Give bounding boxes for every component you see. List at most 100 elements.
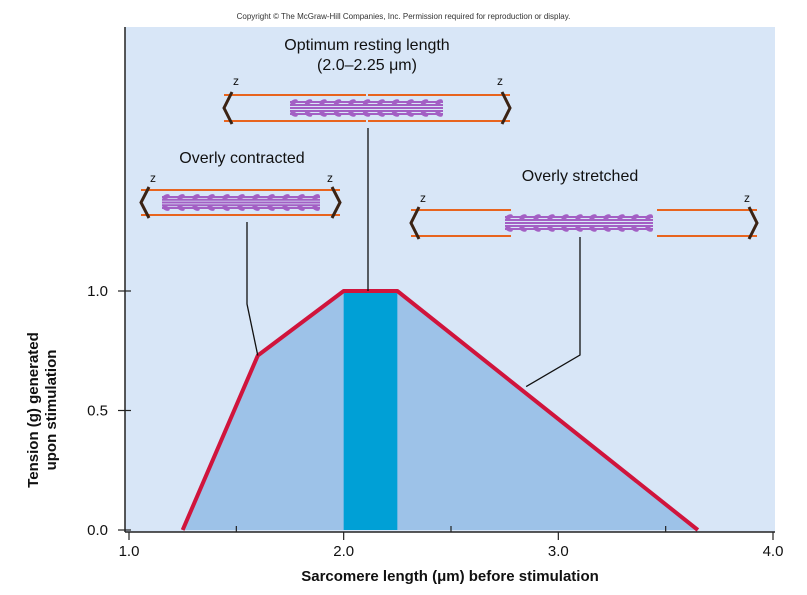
myosin-head: [589, 226, 597, 232]
x-axis-title: Sarcomere length (μm) before stimulation: [301, 568, 599, 585]
myosin-head: [575, 214, 583, 220]
y-tick-label: 1.0: [87, 283, 108, 300]
z-label-left: z: [420, 191, 426, 205]
myosin-head: [282, 205, 290, 211]
y-tick-label: 0.5: [87, 403, 108, 420]
myosin-head: [319, 111, 327, 117]
stretched-leader-line: [525, 237, 581, 388]
z-disc-right: [500, 91, 512, 125]
myosin-head: [362, 99, 371, 105]
myosin-head: [533, 214, 541, 220]
myosin-head: [631, 214, 639, 220]
overly-stretched-label: Overly stretched: [522, 168, 638, 185]
myosin-head: [162, 194, 170, 200]
myosin-head: [304, 99, 313, 105]
x-tick-label: 2.0: [333, 543, 354, 560]
myosin-head: [192, 194, 200, 200]
myosin-head: [377, 111, 385, 117]
myosin-head: [603, 214, 611, 220]
z-disc-left: [222, 91, 234, 125]
myosin-head: [420, 111, 429, 117]
z-disc-right: [330, 186, 342, 219]
myosin-head: [391, 99, 400, 105]
myosin-head: [645, 226, 653, 232]
myosin-head: [533, 226, 541, 232]
myosin-head: [222, 205, 230, 211]
myosin-head: [267, 205, 275, 211]
x-tick-label: 4.0: [763, 543, 784, 560]
tension-area: [182, 291, 698, 530]
myosin-head: [290, 111, 298, 117]
z-disc-left: [409, 206, 421, 240]
myosin-head: [297, 205, 305, 211]
myosin-head: [362, 111, 371, 117]
tension-curve: [180, 289, 700, 532]
x-tick-label: 3.0: [548, 543, 569, 560]
myosin-head: [282, 194, 290, 200]
myosin-head: [290, 99, 298, 105]
myosin-head: [589, 214, 597, 220]
myosin-head: [547, 226, 555, 232]
z-disc-left: [139, 186, 151, 219]
myosin-head: [617, 214, 625, 220]
myosin-head: [391, 111, 400, 117]
myosin-head: [505, 226, 513, 232]
myosin-head: [319, 99, 327, 105]
myosin-head: [603, 226, 611, 232]
myosin-head: [505, 214, 513, 220]
myosin-head: [297, 194, 305, 200]
myosin-head: [312, 194, 320, 200]
myosin-head: [519, 226, 527, 232]
myosin-head: [406, 111, 414, 117]
myosin-head: [162, 205, 170, 211]
y-axis-title-line2: upon stimulation: [43, 350, 60, 471]
myosin-head: [333, 99, 342, 105]
myosin-head: [519, 214, 527, 220]
myosin-head: [631, 226, 639, 232]
myosin-head: [406, 99, 414, 105]
myosin-head: [561, 214, 569, 220]
optimum-label: Optimum resting length: [284, 37, 449, 54]
myosin-head: [333, 111, 342, 117]
myosin-head: [312, 205, 320, 211]
myosin-head: [177, 194, 185, 200]
myosin-head: [420, 99, 429, 105]
myosin-head: [547, 214, 555, 220]
contracted-leader-line: [246, 222, 259, 356]
myosin-head: [575, 226, 583, 232]
myosin-head: [435, 111, 443, 117]
myosin-head: [222, 194, 230, 200]
myosin-head: [377, 99, 385, 105]
x-tick-label: 1.0: [119, 543, 140, 560]
z-disc-right: [747, 206, 759, 240]
y-tick-label: 0.0: [87, 522, 108, 539]
myosin-head: [617, 226, 625, 232]
myosin-head: [237, 194, 245, 200]
myosin-head: [561, 226, 569, 232]
myosin-head: [252, 205, 260, 211]
myosin-head: [207, 205, 215, 211]
myosin-head: [348, 99, 356, 105]
myosin-head: [348, 111, 356, 117]
copyright-notice: Copyright © The McGraw-Hill Companies, I…: [236, 12, 571, 21]
optimum-range-label: (2.0–2.25 μm): [317, 57, 417, 74]
myosin-head: [304, 111, 313, 117]
z-label-right: z: [327, 171, 333, 185]
myosin-head: [237, 205, 245, 211]
z-label-left: z: [150, 171, 156, 185]
myosin-head: [267, 194, 275, 200]
overly-contracted-label: Overly contracted: [179, 150, 304, 167]
myosin-head: [207, 194, 215, 200]
optimum-band: [343, 291, 398, 530]
z-label-right: z: [744, 191, 750, 205]
y-axis-title: Tension (g) generated: [25, 332, 42, 488]
myosin-head: [252, 194, 260, 200]
myosin-head: [177, 205, 185, 211]
z-label-right: z: [497, 74, 503, 88]
myosin-head: [645, 214, 653, 220]
myosin-head: [435, 99, 443, 105]
